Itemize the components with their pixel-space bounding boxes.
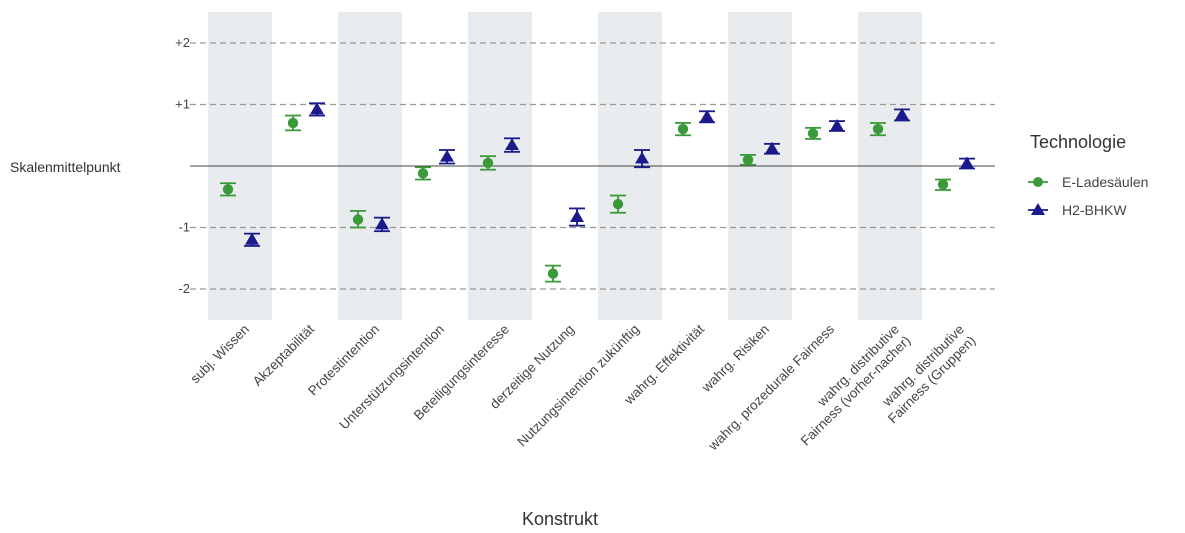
h2-bhkw-point-4 — [440, 149, 454, 162]
x-tick-label-1: subj. Wissen — [187, 322, 252, 387]
h2-bhkw-point-5 — [505, 138, 519, 150]
x-tick-label-7: Nutzungsintention zukünftig — [514, 322, 642, 450]
y-tick-label-2: +1 — [175, 97, 190, 112]
x-tick-label-line-2-1: Akzeptabilität — [250, 321, 318, 389]
h2-bhkw-point-6 — [570, 210, 584, 222]
e-lades-ulen-point-12 — [937, 179, 949, 190]
h2-bhkw-point-1 — [245, 232, 259, 245]
legend-label-2: H2-BHKW — [1062, 202, 1127, 218]
legend-items: E-Ladesäulen H2-BHKW — [1028, 174, 1148, 218]
legend-title: Technologie — [1030, 132, 1126, 152]
x-tick-label-line-1-1: subj. Wissen — [187, 322, 252, 387]
h2-bhkw-point-10 — [830, 119, 844, 131]
legend-marker-2 — [1031, 203, 1045, 215]
x-tick-label-2: Akzeptabilität — [250, 321, 318, 389]
h2-bhkw-point-9 — [765, 141, 779, 154]
e-lades-ulen-point-6 — [547, 268, 559, 279]
e-lades-ulen-point-11 — [872, 123, 884, 135]
h2-bhkw-point-12 — [960, 156, 974, 169]
marks-layer — [220, 102, 975, 283]
e-lades-ulen-point-5 — [482, 157, 494, 169]
h2-bhkw-point-11 — [895, 107, 909, 120]
e-lades-ulen-point-9 — [742, 154, 754, 166]
y-tick-label-1: +2 — [175, 35, 190, 50]
e-lades-ulen-point-8 — [677, 123, 689, 135]
e-lades-ulen-point-7 — [612, 198, 624, 210]
grid-layer — [190, 42, 995, 290]
x-tick-label-9: wahrg. Risiken — [698, 322, 772, 396]
legend-label-1: E-Ladesäulen — [1062, 174, 1148, 190]
legend: Technologie E-Ladesäulen H2-BHKW — [1028, 132, 1148, 218]
e-lades-ulen-point-10 — [807, 128, 819, 139]
y-axis-midpoint-label: Skalenmittelpunkt — [10, 159, 121, 175]
e-lades-ulen-point-3 — [352, 214, 364, 225]
e-lades-ulen-point-2 — [287, 117, 299, 129]
x-axis-title: Konstrukt — [522, 509, 598, 529]
e-lades-ulen-point-1 — [222, 184, 234, 195]
x-tick-label-line-9-1: wahrg. Risiken — [698, 322, 772, 396]
h2-bhkw-point-8 — [700, 109, 714, 122]
h2-bhkw-point-3 — [375, 217, 389, 230]
x-tick-label-4: Unterstützungsintention — [336, 322, 447, 433]
x-tick-label-line-7-1: Nutzungsintention zukünftig — [514, 322, 642, 450]
h2-bhkw-point-7 — [635, 151, 649, 164]
y-tick-label-3: -1 — [178, 220, 190, 235]
legend-marker-1 — [1033, 177, 1043, 187]
y-tick-label-4: -2 — [178, 281, 190, 296]
e-lades-ulen-point-4 — [417, 168, 429, 179]
x-tick-label-line-4-1: Unterstützungsintention — [336, 322, 447, 433]
h2-bhkw-point-2 — [310, 102, 324, 115]
